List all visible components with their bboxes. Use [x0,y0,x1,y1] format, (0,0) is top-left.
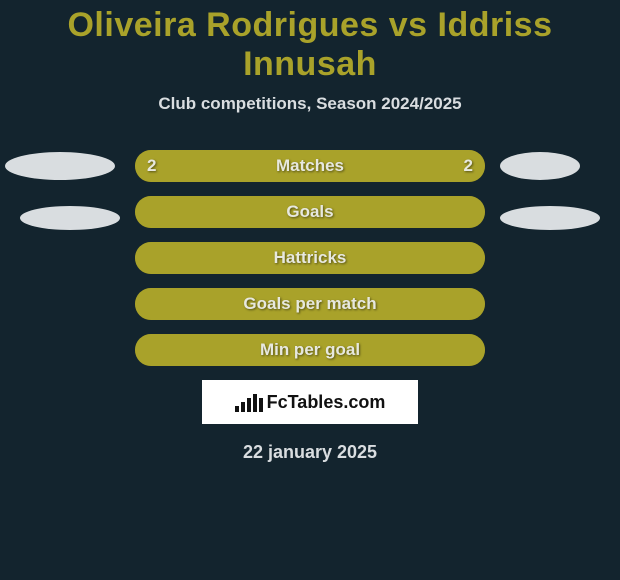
player-marker-left [20,206,120,230]
stat-row: Hattricks [0,242,620,274]
stat-bar-fill [135,196,485,228]
stat-bar-fill [135,334,485,366]
player-marker-left [5,152,115,180]
stat-row: Goals [0,196,620,228]
stat-rows: Matches22GoalsHattricksGoals per matchMi… [0,150,620,366]
page-title: Oliveira Rodrigues vs Iddriss Innusah [0,0,620,84]
stat-value-right: 2 [464,150,473,182]
stat-bar-fill [135,150,485,182]
comparison-infographic: Oliveira Rodrigues vs Iddriss Innusah Cl… [0,0,620,580]
stat-row: Matches22 [0,150,620,182]
source-logo: FcTables.com [202,380,418,424]
page-subtitle: Club competitions, Season 2024/2025 [0,94,620,114]
player-marker-right [500,152,580,180]
stat-bar-fill [135,242,485,274]
stat-value-left: 2 [147,150,156,182]
snapshot-date: 22 january 2025 [0,442,620,463]
bar-chart-icon [235,392,263,412]
stat-bar-fill [135,288,485,320]
player-marker-right [500,206,600,230]
source-logo-text: FcTables.com [267,392,386,413]
stat-row: Goals per match [0,288,620,320]
stat-row: Min per goal [0,334,620,366]
